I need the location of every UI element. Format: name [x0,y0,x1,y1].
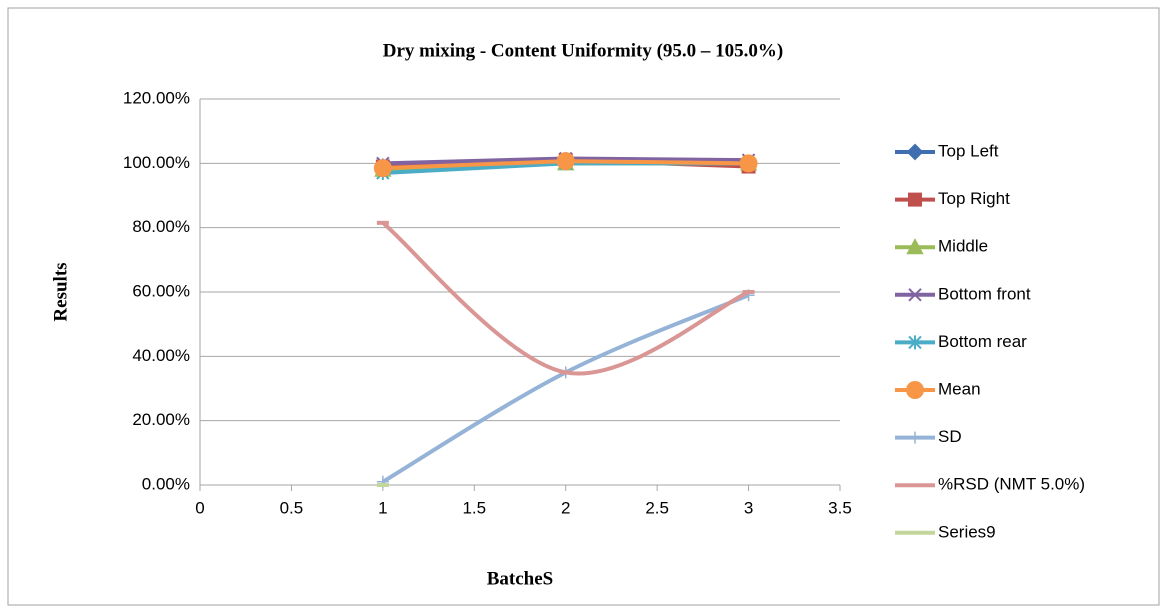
y-tick-label: 120.00% [123,88,190,107]
x-tick-label: 0 [195,498,204,517]
legend-label: Series9 [938,522,996,541]
x-tick-label: 3 [744,498,753,517]
legend-entry: Bottom rear [895,332,1027,351]
x-tick-label: 2 [561,498,570,517]
marker-part [906,381,924,399]
legend-label: %RSD (NMT 5.0%) [938,475,1085,494]
marker [739,154,758,173]
legend-entry: Mean [895,379,981,399]
y-tick-label: 60.00% [132,281,190,300]
legend-entry: Series9 [895,522,996,541]
marker-part [909,431,921,444]
y-axis-label: Results [50,262,71,321]
marker-part [906,143,924,161]
x-axis-label: BatcheS [487,568,554,589]
y-tick-label: 0.00% [142,474,190,493]
marker [906,381,924,399]
marker-part [908,192,922,207]
x-tick-label: 1.5 [462,498,486,517]
legend-entry: Top Right [895,189,1010,208]
chart-title: Dry mixing - Content Uniformity (95.0 – … [383,40,784,61]
marker [908,288,922,302]
legend-entry: SD [895,427,962,446]
y-tick-label: 80.00% [132,217,190,236]
marker [906,238,924,255]
legend-label: Middle [938,237,988,256]
marker [908,335,922,350]
x-tick-label: 3.5 [828,498,852,517]
x-tick-label: 1 [378,498,387,517]
marker-part [556,152,575,171]
legend-label: Bottom front [938,284,1031,303]
y-tick-label: 20.00% [132,410,190,429]
marker-part [373,159,392,178]
legend-label: Top Right [938,189,1010,208]
marker [556,152,575,171]
legend-entry: %RSD (NMT 5.0%) [895,475,1085,494]
marker-part [739,154,758,173]
marker [373,159,392,178]
marker [906,143,924,161]
legend-entry: Middle [895,237,988,256]
legend-label: SD [938,427,962,446]
marker [909,431,921,444]
x-tick-label: 2.5 [645,498,669,517]
y-tick-label: 100.00% [123,153,190,172]
legend-entry: Bottom front [895,284,1031,303]
marker [908,192,922,207]
y-tick-label: 40.00% [132,346,190,365]
legend-label: Top Left [938,141,999,160]
legend-entry: Top Left [895,141,999,160]
marker-part [906,238,924,255]
x-tick-label: 0.5 [280,498,304,517]
marker-part [908,335,922,350]
legend-label: Bottom rear [938,332,1027,351]
marker-part [908,288,922,302]
legend-label: Mean [938,379,981,398]
